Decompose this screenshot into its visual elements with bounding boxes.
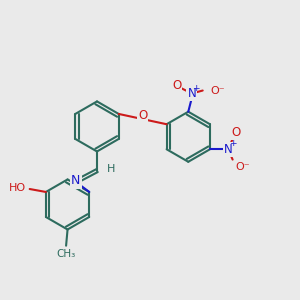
- Text: CH₃: CH₃: [56, 249, 76, 259]
- Text: HO: HO: [9, 183, 26, 194]
- Text: N: N: [188, 87, 196, 100]
- Text: O: O: [231, 126, 240, 139]
- Text: +: +: [192, 84, 200, 93]
- Text: O⁻: O⁻: [235, 162, 250, 172]
- Text: N: N: [71, 174, 80, 188]
- Text: N: N: [224, 143, 233, 156]
- Text: O: O: [138, 109, 147, 122]
- Text: O: O: [172, 79, 181, 92]
- Text: O⁻: O⁻: [211, 85, 225, 95]
- Text: +: +: [229, 140, 236, 148]
- Text: H: H: [106, 164, 115, 174]
